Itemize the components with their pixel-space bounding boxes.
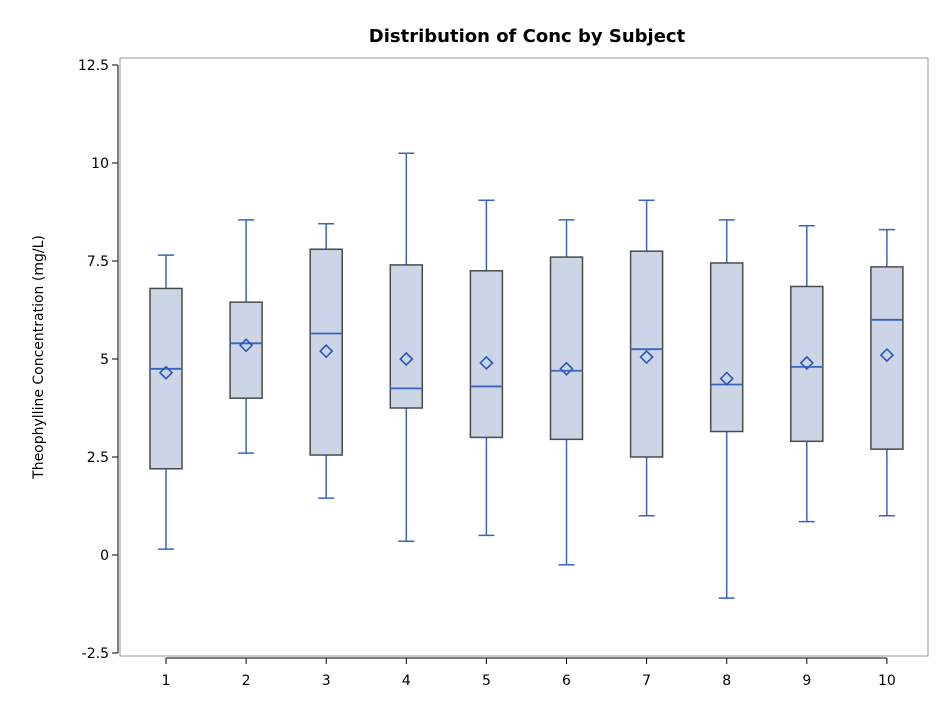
- box-5: [469, 199, 504, 537]
- mean-marker: [479, 355, 494, 371]
- iqr-box: [629, 250, 664, 458]
- iqr-box: [549, 256, 584, 441]
- iqr-box: [790, 285, 824, 443]
- mean-marker: [639, 349, 654, 365]
- x-tick-label: 8: [722, 673, 731, 689]
- x-axis: 1 2 3 4 5 6 7 8 9 10: [162, 657, 896, 689]
- box-6: [549, 219, 584, 566]
- y-axis: -2.5 0 2.5 5 7.5 10 12.5: [78, 58, 119, 662]
- y-tick-label: 10: [91, 156, 109, 172]
- mean-marker: [559, 361, 574, 376]
- mean-marker: [799, 355, 814, 371]
- box-3: [309, 223, 343, 499]
- mean-marker: [719, 371, 734, 386]
- mean-marker: [319, 344, 334, 359]
- box-7: [629, 199, 664, 517]
- y-tick-label: 5: [100, 352, 109, 368]
- mean-marker: [158, 365, 174, 380]
- box-10: [870, 228, 904, 517]
- y-tick-label: 12.5: [78, 58, 109, 74]
- x-tick-label: 10: [878, 673, 896, 689]
- iqr-box: [870, 266, 904, 450]
- mean-marker: [399, 351, 414, 367]
- mean-marker: [879, 347, 895, 363]
- x-tick-label: 1: [162, 673, 171, 689]
- y-tick-label: 0: [100, 548, 109, 564]
- y-axis-label: Theophylline Concentration (mg/L): [31, 235, 47, 480]
- x-tick-label: 9: [802, 673, 811, 689]
- box-9: [790, 224, 824, 523]
- x-tick-label: 3: [322, 673, 331, 689]
- iqr-box: [389, 264, 424, 409]
- box-2: [229, 219, 263, 454]
- x-tick-label: 4: [402, 673, 411, 689]
- y-tick-label: -2.5: [82, 646, 109, 662]
- box-1: [149, 254, 183, 550]
- x-tick-label: 6: [562, 673, 571, 689]
- box-8: [709, 219, 744, 599]
- y-tick-label: 2.5: [87, 450, 109, 466]
- iqr-box: [469, 270, 504, 439]
- x-tick-label: 2: [242, 673, 251, 689]
- plot-frame: [119, 57, 929, 657]
- iqr-box: [709, 262, 744, 433]
- y-tick-label: 7.5: [87, 254, 109, 270]
- chart-title: Distribution of Conc by Subject: [369, 26, 686, 47]
- box-series: [149, 152, 904, 599]
- iqr-box: [309, 248, 343, 456]
- mean-marker: [238, 338, 254, 353]
- x-tick-label: 7: [642, 673, 651, 689]
- x-tick-label: 5: [482, 673, 491, 689]
- box-4: [389, 152, 424, 543]
